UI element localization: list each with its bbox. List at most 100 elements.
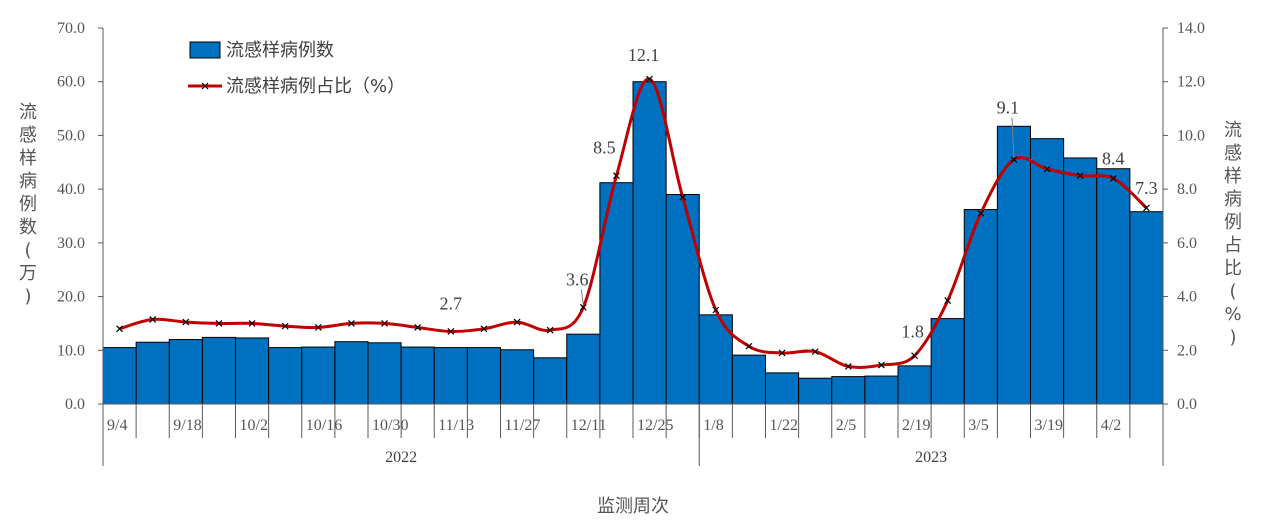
line-marker xyxy=(1010,156,1018,164)
right-tick-label: 10.0 xyxy=(1177,127,1205,144)
bar xyxy=(665,194,700,405)
right-tick-label: 8.0 xyxy=(1177,181,1197,198)
x-tick-label: 10/30 xyxy=(372,417,408,434)
axes: 0.0 10.0 20.0 30.0 40.0 50.0 60.0 70.0 0.0 2.0 4.0… xyxy=(57,20,1205,466)
bar xyxy=(466,347,502,405)
line-marker xyxy=(778,349,786,357)
line-marker xyxy=(944,297,952,305)
x-tick-label: 4/2 xyxy=(1101,417,1121,434)
left-tick-label: 30.0 xyxy=(57,235,85,252)
bar xyxy=(831,376,866,405)
line-marker xyxy=(844,362,852,370)
bar xyxy=(235,337,270,405)
x-tick-label: 10/16 xyxy=(306,417,342,434)
left-tick-label: 50.0 xyxy=(57,127,85,144)
data-label: 1.8 xyxy=(901,322,924,342)
line-marker xyxy=(480,325,488,333)
bar xyxy=(897,365,932,405)
bar xyxy=(930,318,965,405)
line-marker xyxy=(911,352,918,360)
data-label: 9.1 xyxy=(997,98,1020,118)
line-series xyxy=(116,75,1150,370)
line-marker xyxy=(1109,174,1117,182)
bar xyxy=(201,336,237,405)
x-tick-label: 12/11 xyxy=(571,417,607,434)
right-tick-label: 6.0 xyxy=(1177,235,1197,252)
line-marker xyxy=(646,75,653,83)
left-tick-label: 70.0 xyxy=(57,20,85,37)
line-marker xyxy=(248,320,256,327)
bar xyxy=(765,372,800,405)
line-marker xyxy=(579,303,587,311)
x-tick-label: 9/18 xyxy=(173,417,201,434)
right-tick-label: 12.0 xyxy=(1177,74,1205,91)
data-label: 2.7 xyxy=(440,294,463,314)
x-tick-label: 9/4 xyxy=(107,417,127,434)
bar xyxy=(996,125,1032,405)
x-tick-label: 1/22 xyxy=(770,417,798,434)
right-tick-label: 2.0 xyxy=(1177,342,1197,359)
right-tick-label: 0.0 xyxy=(1177,396,1197,413)
bar xyxy=(367,342,402,405)
y-axis-title-left: 流感样病例数(万) xyxy=(19,102,37,307)
bar xyxy=(566,333,601,405)
x-tick-label: 12/25 xyxy=(637,417,673,434)
bar xyxy=(400,346,435,405)
data-label: 8.4 xyxy=(1102,148,1125,168)
bar xyxy=(168,339,203,405)
bar xyxy=(500,349,535,405)
x-tick-label: 2/19 xyxy=(902,417,930,434)
bar xyxy=(599,182,634,405)
bar xyxy=(533,357,568,405)
line-marker xyxy=(314,324,322,331)
right-tick-label: 4.0 xyxy=(1177,289,1197,306)
bar xyxy=(1030,138,1065,405)
data-label: 12.1 xyxy=(628,45,660,65)
left-tick-label: 20.0 xyxy=(57,289,85,306)
line-marker xyxy=(1043,165,1051,173)
bar xyxy=(731,354,767,405)
x-axis-title: 监测周次 xyxy=(597,496,669,517)
x-tick-label: 2/5 xyxy=(836,417,856,434)
data-label: 3.6 xyxy=(566,269,589,289)
x-tick-label: 10/2 xyxy=(240,417,268,434)
line-marker xyxy=(116,325,123,333)
line-marker xyxy=(878,361,885,369)
bar xyxy=(798,377,833,405)
y-axis-title-right: 流感样病例占比(%) xyxy=(1224,120,1242,348)
legend-bar-label: 流感样病例数 xyxy=(226,40,334,61)
left-tick-label: 60.0 xyxy=(57,74,85,91)
line-marker xyxy=(613,172,620,180)
bar xyxy=(864,375,899,405)
bar xyxy=(433,347,468,405)
line-marker xyxy=(348,320,355,327)
left-tick-label: 10.0 xyxy=(57,342,85,359)
legend-line-marker xyxy=(201,82,209,90)
year-label: 2023 xyxy=(915,449,947,466)
line-marker xyxy=(1076,172,1084,180)
left-tick-label: 40.0 xyxy=(57,181,85,198)
x-tick-label: 11/13 xyxy=(438,417,474,434)
line-marker xyxy=(679,193,687,201)
bar xyxy=(301,346,336,405)
line-marker xyxy=(381,320,388,327)
bar xyxy=(1096,168,1131,405)
line-marker xyxy=(447,328,455,335)
data-labels: 2.7 3.6 8.5 12.1 1.8 9.1 8.4 7.3 xyxy=(440,45,1158,342)
data-label: 8.5 xyxy=(593,138,616,158)
bar xyxy=(632,81,667,405)
x-tick-label: 3/5 xyxy=(968,417,988,434)
left-tick-label: 0.0 xyxy=(65,396,85,413)
line-marker xyxy=(546,326,554,334)
line-marker xyxy=(149,315,157,323)
x-tick-label: 1/8 xyxy=(703,417,723,434)
bar xyxy=(1129,211,1164,405)
bar xyxy=(334,341,369,405)
ratio-line xyxy=(119,77,1148,369)
line-marker xyxy=(281,322,289,330)
bar xyxy=(268,347,303,405)
data-label-leader xyxy=(580,289,584,306)
legend-bar-swatch xyxy=(189,41,221,59)
